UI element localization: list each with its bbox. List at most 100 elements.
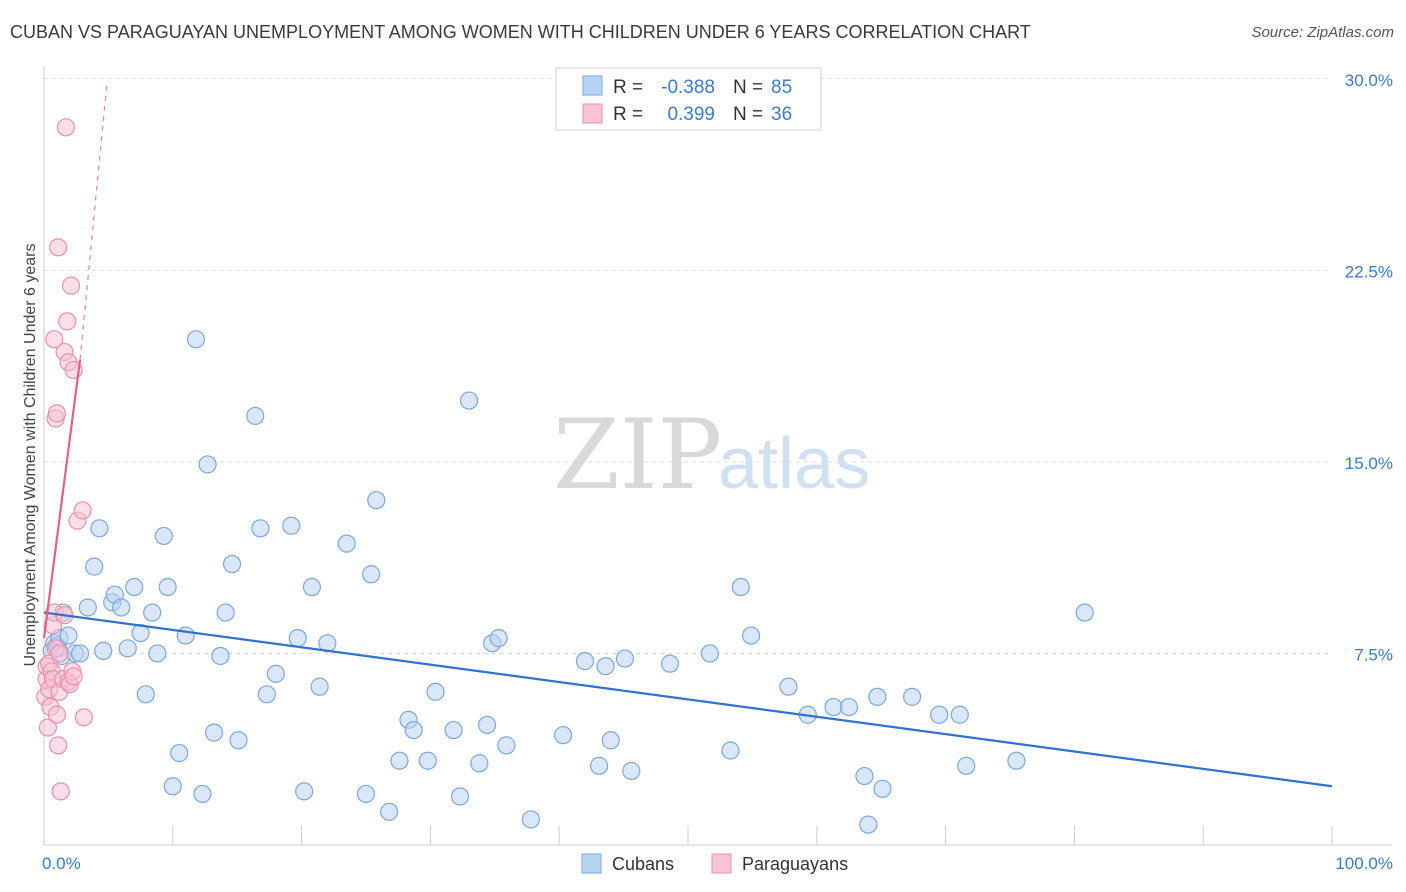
cubans-point bbox=[186, 330, 206, 349]
cubans-point bbox=[444, 720, 463, 740]
cubans-point bbox=[282, 516, 301, 535]
cubans-point bbox=[288, 629, 307, 648]
cubans-point bbox=[390, 751, 409, 770]
trend-line-paraguayans bbox=[42, 359, 82, 639]
cubans-point bbox=[873, 779, 892, 798]
cubans-point bbox=[158, 577, 177, 597]
cubans-point bbox=[337, 534, 356, 553]
y-tick-labels: 7.5% 15.0% 22.5% 30.0% bbox=[1345, 71, 1393, 665]
cubans-point bbox=[94, 641, 113, 660]
x-tick-label-min: 0.0% bbox=[42, 854, 81, 873]
watermark-atlas: atlas bbox=[718, 424, 870, 504]
cubans-point bbox=[459, 391, 479, 410]
paraguayans-point bbox=[45, 330, 64, 349]
cubans-point bbox=[404, 720, 423, 740]
paraguayans-point bbox=[58, 312, 77, 331]
cubans-point bbox=[251, 519, 270, 538]
cubans-point bbox=[125, 577, 144, 597]
paraguayans-point bbox=[64, 667, 83, 686]
cubans-point bbox=[295, 782, 314, 801]
cubans-point bbox=[367, 491, 386, 510]
cubans-point bbox=[163, 777, 182, 796]
cubans-point bbox=[170, 743, 189, 763]
series-legend-label-paraguayans: Paraguayans bbox=[742, 854, 848, 874]
cubans-point bbox=[143, 603, 162, 622]
paraguayans-points bbox=[36, 118, 94, 801]
paraguayans-point bbox=[50, 644, 69, 663]
cubans-point bbox=[1075, 603, 1094, 622]
cubans-point bbox=[90, 519, 109, 538]
legend-n-value-paraguayans: 36 bbox=[771, 104, 792, 125]
paraguayans-point bbox=[47, 404, 66, 423]
legend-n-label-cubans: N = bbox=[733, 77, 763, 98]
cubans-point bbox=[85, 557, 104, 576]
cubans-point bbox=[418, 751, 437, 770]
cubans-point bbox=[426, 682, 445, 701]
cubans-point bbox=[575, 652, 595, 671]
cubans-point bbox=[596, 657, 615, 676]
chart-title: CUBAN VS PARAGUAYAN UNEMPLOYMENT AMONG W… bbox=[10, 22, 1031, 42]
cubans-point bbox=[222, 554, 242, 574]
cubans-point bbox=[154, 526, 173, 546]
cubans-point bbox=[601, 731, 620, 750]
cubans-point bbox=[470, 754, 489, 773]
trend-line-cubans bbox=[43, 611, 1333, 788]
cubans-point bbox=[148, 644, 167, 663]
cubans-point bbox=[78, 598, 97, 617]
paraguayans-point bbox=[49, 238, 68, 257]
cubans-point bbox=[450, 787, 470, 806]
paraguayans-point bbox=[51, 782, 70, 801]
cubans-point bbox=[176, 626, 195, 645]
legend-r-value-cubans: -0.388 bbox=[661, 77, 715, 98]
cubans-point bbox=[957, 756, 976, 775]
cubans-point bbox=[380, 802, 399, 821]
x-tick-label-max: 100.0% bbox=[1335, 854, 1393, 873]
cubans-point bbox=[615, 649, 634, 668]
cubans-point bbox=[930, 705, 949, 724]
y-tick-label: 7.5% bbox=[1354, 645, 1393, 664]
y-tick-label: 15.0% bbox=[1345, 454, 1393, 473]
series-legend-swatch-cubans bbox=[581, 853, 602, 874]
cubans-point bbox=[112, 598, 131, 617]
cubans-point bbox=[136, 685, 155, 704]
trend-line-extension-paraguayans bbox=[79, 81, 108, 360]
axes bbox=[43, 66, 1392, 846]
paraguayans-point bbox=[38, 718, 57, 737]
paraguayans-point bbox=[56, 118, 75, 137]
cubans-point bbox=[824, 697, 843, 717]
cubans-point bbox=[839, 697, 859, 717]
cubans-point bbox=[731, 577, 750, 597]
y-tick-label: 22.5% bbox=[1345, 262, 1393, 281]
trend-lines bbox=[42, 81, 1333, 788]
cubans-point bbox=[70, 644, 90, 663]
series-legend-label-cubans: Cubans bbox=[612, 854, 674, 874]
cubans-point bbox=[742, 626, 761, 645]
cubans-point bbox=[859, 815, 878, 834]
cubans-point bbox=[193, 784, 212, 804]
cubans-point bbox=[855, 766, 874, 786]
cubans-point bbox=[660, 654, 680, 673]
cubans-point bbox=[59, 626, 78, 645]
cubans-point bbox=[246, 406, 265, 426]
cubans-point bbox=[553, 726, 573, 745]
cubans-point bbox=[229, 731, 248, 750]
legend-r-label-cubans: R = bbox=[613, 77, 643, 98]
cubans-point bbox=[590, 756, 609, 775]
legend-r-label-paraguayans: R = bbox=[613, 104, 643, 125]
cubans-point bbox=[198, 455, 217, 474]
series-legend-swatch-paraguayans bbox=[711, 853, 732, 874]
cubans-point bbox=[211, 646, 230, 666]
cubans-point bbox=[257, 685, 276, 704]
paraguayans-point bbox=[73, 501, 92, 520]
cubans-point bbox=[622, 761, 641, 781]
cubans-point bbox=[497, 736, 516, 755]
cubans-point bbox=[721, 741, 740, 760]
cubans-point bbox=[356, 784, 376, 804]
series-legend: Cubans Paraguayans bbox=[581, 853, 848, 874]
cubans-point bbox=[216, 603, 235, 622]
cubans-point bbox=[779, 677, 798, 696]
y-tick-label: 30.0% bbox=[1345, 71, 1393, 90]
cubans-point bbox=[903, 687, 922, 706]
paraguayans-point bbox=[49, 736, 68, 755]
